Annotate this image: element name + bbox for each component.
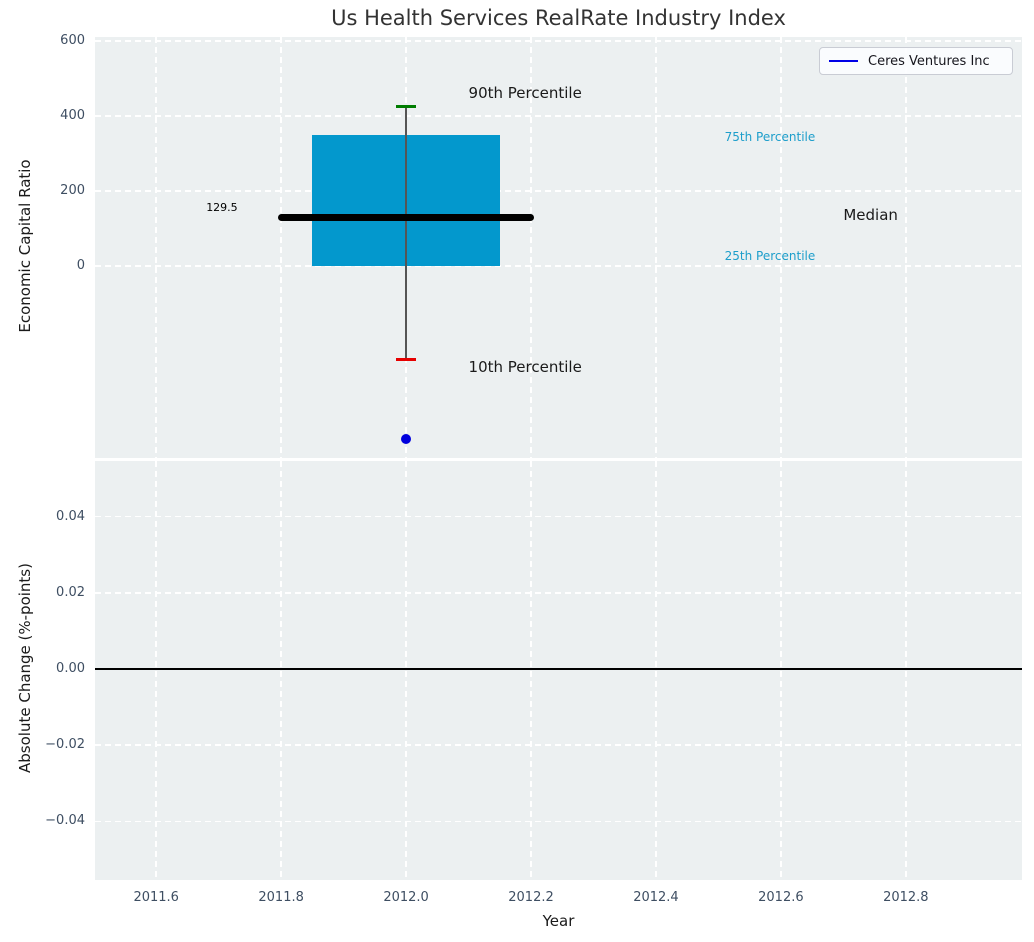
top-plot-area: 90th Percentile 75th Percentile Median 129.… (95, 37, 1022, 458)
annotation-25th-percentile: 25th Percentile (724, 248, 816, 263)
y-tick-label: 0.00 (56, 660, 85, 676)
x-tick-label: 2012.6 (758, 890, 804, 905)
y-tick-label: −0.04 (45, 813, 85, 829)
x-tick-label: 2012.4 (633, 890, 679, 905)
x-tick-label: 2012.0 (383, 890, 429, 905)
y-gridline (95, 592, 1022, 594)
y-tick-label: 400 (60, 108, 85, 124)
y-gridline (95, 190, 1022, 192)
whisker-cap-90th (395, 105, 417, 109)
y-gridline (95, 265, 1022, 267)
x-tick-label: 2012.8 (883, 890, 929, 905)
whisker-line (405, 106, 407, 360)
x-gridline (155, 37, 157, 458)
top-y-axis-label: Economic Capital Ratio (16, 159, 34, 333)
legend-label: Ceres Ventures Inc (868, 53, 990, 69)
median-line (278, 214, 535, 221)
x-gridline (280, 37, 282, 458)
x-gridline (405, 461, 407, 880)
y-tick-label: 0.02 (56, 584, 85, 600)
x-gridline (155, 461, 157, 880)
annotation-75th-percentile: 75th Percentile (724, 130, 816, 145)
y-gridline (95, 744, 1022, 746)
annotation-10th-percentile: 10th Percentile (468, 358, 582, 377)
x-tick-label: 2011.8 (258, 890, 304, 905)
x-gridline (780, 461, 782, 880)
x-gridline (655, 37, 657, 458)
zero-reference-line (95, 668, 1022, 670)
annotation-median: Median (843, 206, 898, 225)
y-gridline (95, 820, 1022, 823)
legend: Ceres Ventures Inc (819, 47, 1013, 75)
bottom-plot-area (95, 461, 1022, 880)
y-tick-label: 0.04 (56, 508, 85, 524)
annotation-90th-percentile: 90th Percentile (468, 83, 582, 102)
y-tick-label: 200 (60, 183, 85, 199)
annotation-129-5: 129.5 (206, 200, 238, 214)
x-axis-label: Year (542, 912, 575, 930)
y-gridline (95, 115, 1022, 117)
company-data-point (401, 433, 412, 444)
chart-title: Us Health Services RealRate Industry Ind… (331, 6, 786, 30)
x-gridline (905, 37, 907, 458)
y-tick-label: 600 (60, 33, 85, 49)
x-gridline (905, 461, 907, 880)
y-gridline (95, 515, 1022, 518)
x-gridline (530, 461, 532, 880)
x-tick-label: 2011.6 (133, 890, 179, 905)
y-tick-label: 0 (76, 258, 85, 274)
x-tick-label: 2012.2 (508, 890, 554, 905)
y-gridline (95, 40, 1022, 42)
legend-line-sample (829, 60, 858, 62)
y-tick-label: −0.02 (45, 737, 85, 753)
x-gridline (780, 37, 782, 458)
x-gridline (655, 461, 657, 880)
x-gridline (280, 461, 282, 880)
whisker-cap-10th (395, 357, 417, 361)
x-gridline (530, 37, 532, 458)
